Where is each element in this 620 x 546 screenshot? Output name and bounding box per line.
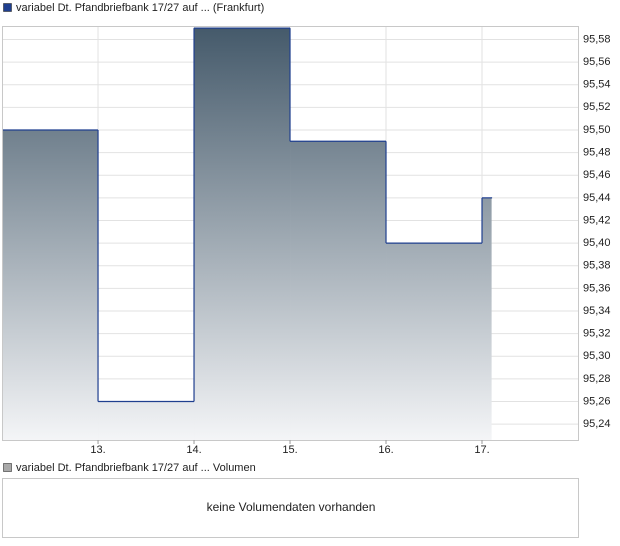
legend-swatch <box>3 3 12 12</box>
area-step <box>194 28 291 441</box>
volume-frame <box>2 478 579 538</box>
legend-label: variabel Dt. Pfandbriefbank 17/27 auf ..… <box>16 2 264 14</box>
y-tick-label: 95,26 <box>583 395 611 407</box>
legend-label: variabel Dt. Pfandbriefbank 17/27 auf ..… <box>16 462 256 474</box>
legend-swatch <box>3 463 12 472</box>
y-tick-label: 95,30 <box>583 350 611 362</box>
y-tick-label: 95,42 <box>583 214 611 226</box>
x-tick-label: 15. <box>282 444 297 456</box>
area-step <box>98 401 195 440</box>
y-tick-label: 95,52 <box>583 101 611 113</box>
end-point <box>491 197 493 199</box>
x-tick-label: 14. <box>186 444 201 456</box>
x-tick-label: 16. <box>378 444 393 456</box>
y-tick-label: 95,32 <box>583 328 611 340</box>
area-step <box>386 243 483 440</box>
area-step <box>290 141 387 440</box>
no-data-message: keine Volumendaten vorhanden <box>207 500 376 514</box>
y-tick-label: 95,44 <box>583 192 611 204</box>
x-tick-label: 17. <box>474 444 489 456</box>
y-tick-label: 95,48 <box>583 147 611 159</box>
y-tick-label: 95,58 <box>583 33 611 45</box>
y-tick-label: 95,28 <box>583 373 611 385</box>
y-tick-label: 95,34 <box>583 305 611 317</box>
y-tick-label: 95,54 <box>583 79 611 91</box>
y-tick-label: 95,56 <box>583 56 611 68</box>
y-tick-label: 95,50 <box>583 124 611 136</box>
y-tick-label: 95,38 <box>583 260 611 272</box>
area-step <box>3 129 99 441</box>
y-tick-label: 95,46 <box>583 169 611 181</box>
y-tick-label: 95,24 <box>583 418 611 430</box>
y-tick-label: 95,40 <box>583 237 611 249</box>
area-step <box>482 197 492 440</box>
y-tick-label: 95,36 <box>583 282 611 294</box>
x-tick-label: 13. <box>90 444 105 456</box>
